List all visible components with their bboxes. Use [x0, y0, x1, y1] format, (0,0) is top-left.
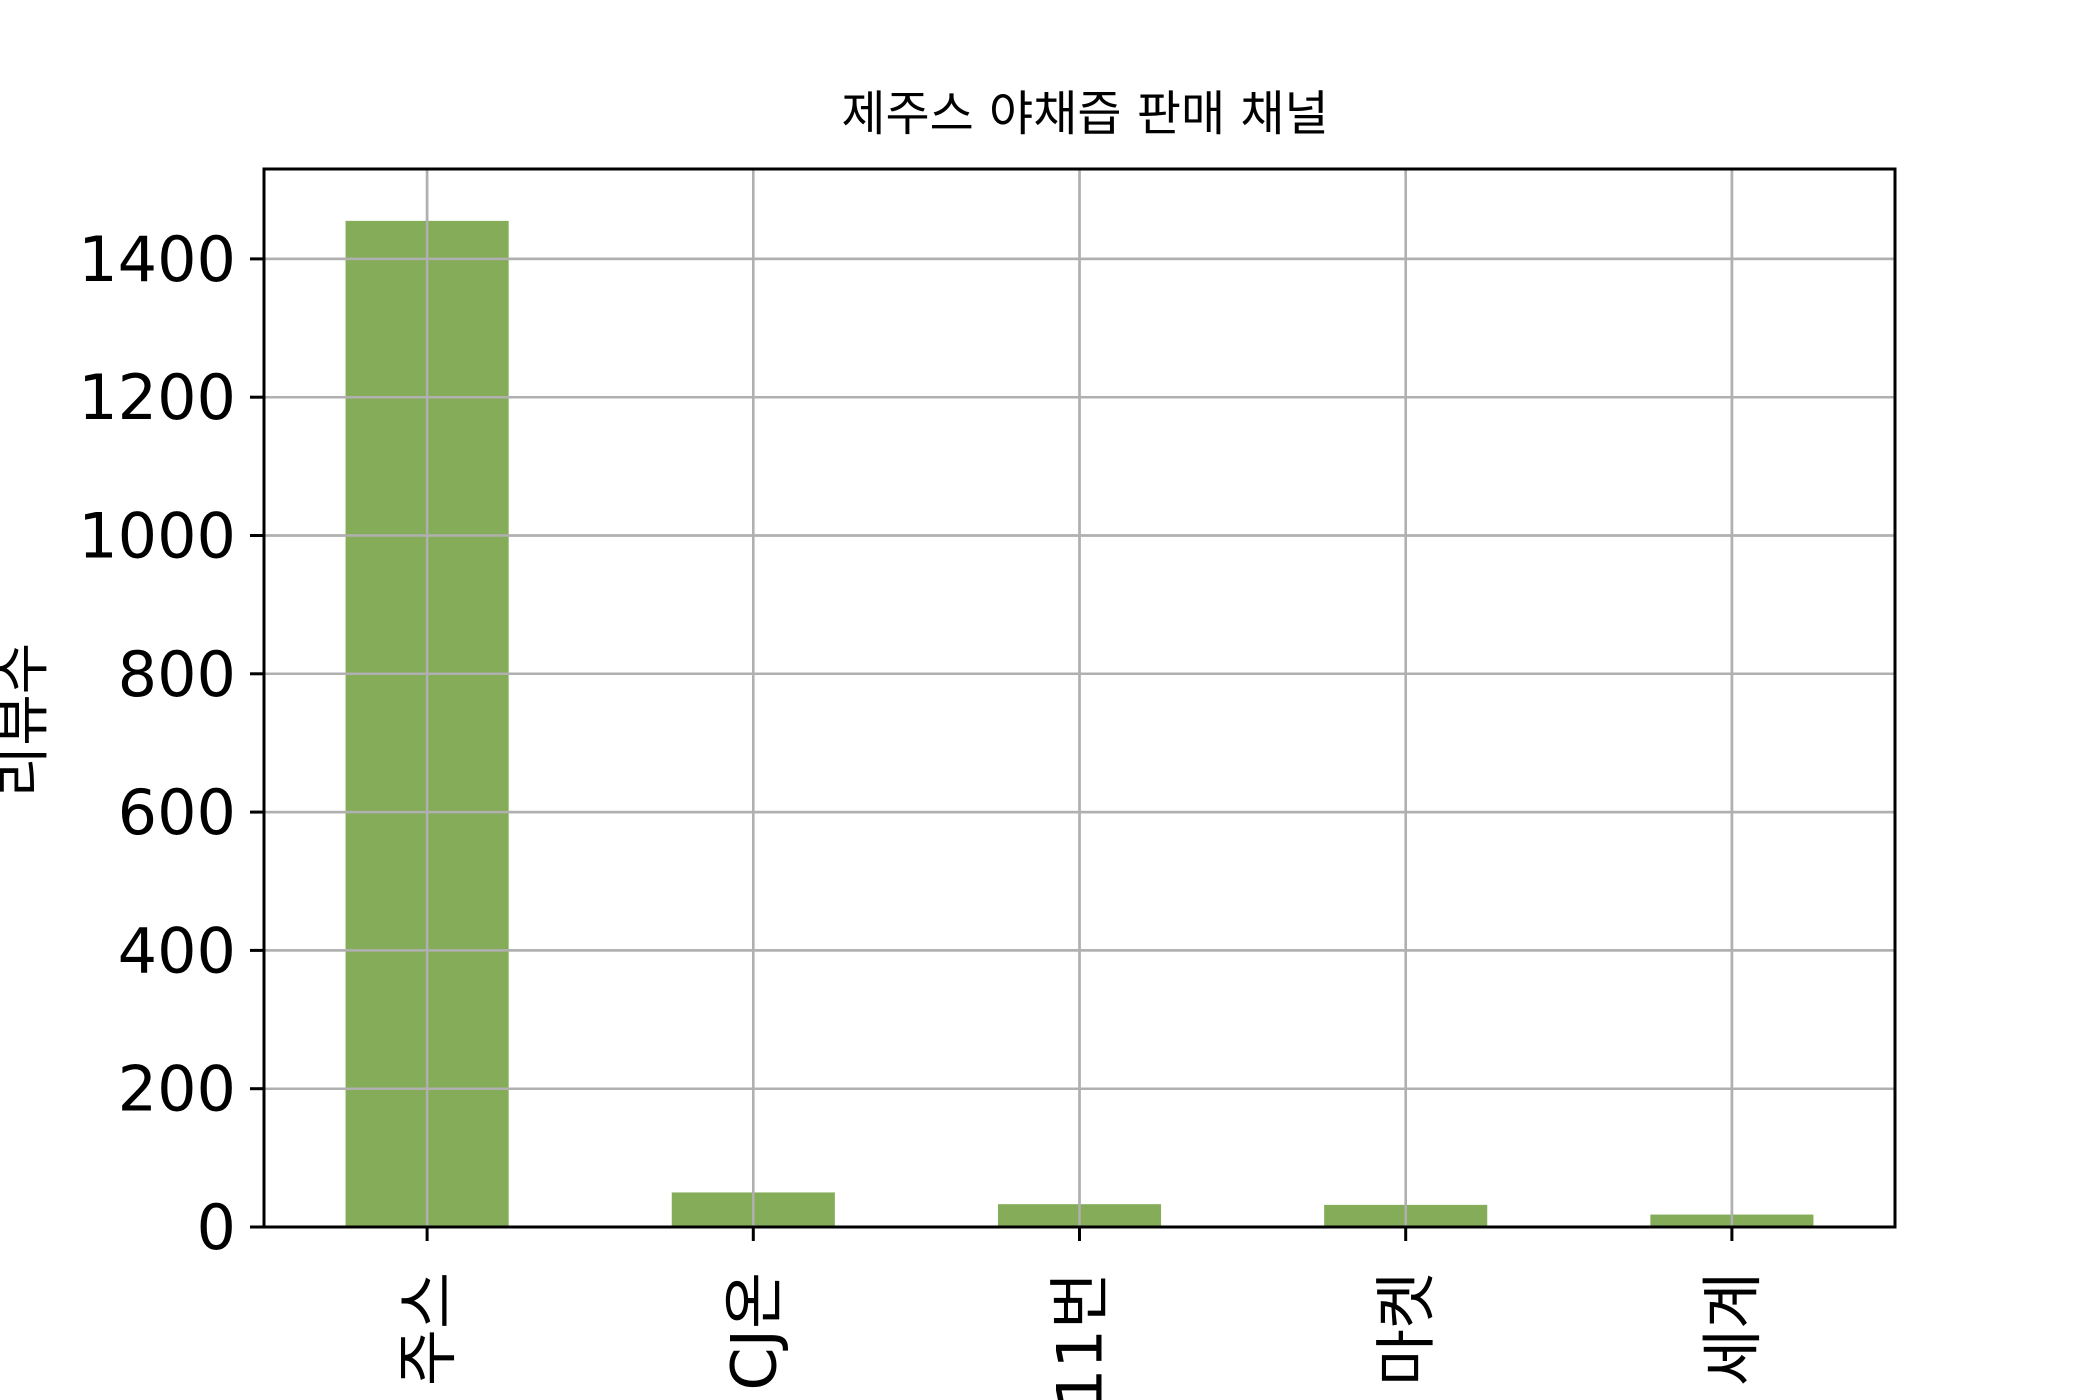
- bar-series: [264, 169, 1895, 1229]
- y-axis-label: 리뷰수: [0, 643, 56, 798]
- y-axis: 0 200 400 600 800 1000 1200 1400: [78, 223, 264, 1264]
- y-tick-label: 400: [118, 914, 236, 987]
- y-tick-label: 200: [118, 1053, 236, 1126]
- chart-title: 제주스 야채즙 판매 채널: [841, 86, 1328, 142]
- y-tick-label: 1400: [78, 223, 236, 296]
- y-tick-label: 1000: [78, 499, 236, 572]
- y-tick-label: 1200: [78, 361, 236, 434]
- x-tick-label: 마켓: [1370, 1272, 1443, 1386]
- y-tick-label: 800: [118, 638, 236, 711]
- x-tick-label: CJ온: [717, 1272, 790, 1391]
- x-axis: 주스 CJ온 11번 마켓 세계: [391, 1227, 1769, 1400]
- y-tick-label: 600: [118, 776, 236, 849]
- x-tick-label: 세계: [1696, 1272, 1769, 1386]
- y-tick-label: 0: [197, 1191, 236, 1264]
- x-tick-label: 주스: [391, 1272, 464, 1386]
- x-tick-label: 11번: [1044, 1272, 1117, 1400]
